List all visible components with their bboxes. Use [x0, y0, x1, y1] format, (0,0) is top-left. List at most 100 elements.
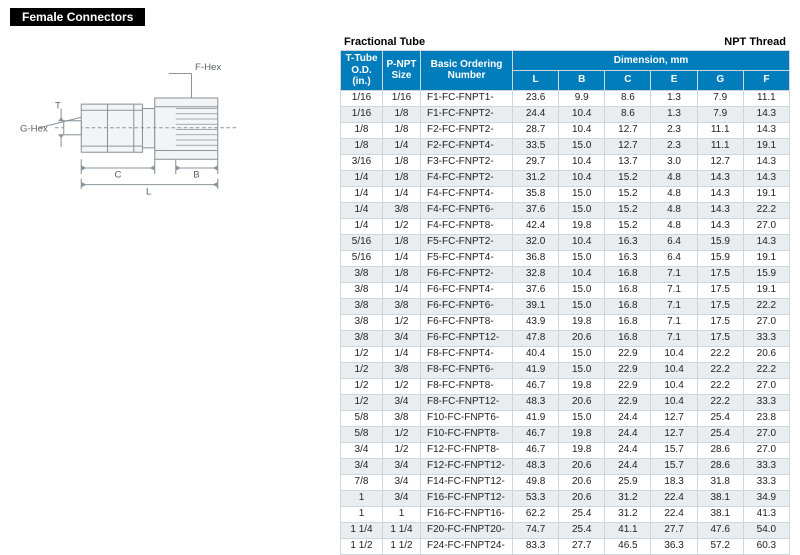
cell: 10.4 — [559, 154, 605, 170]
cell: F10-FC-FNPT6- — [421, 410, 513, 426]
cell: 1 — [341, 490, 383, 506]
table-row: 5/161/8F5-FC-FNPT2-32.010.416.36.415.914… — [341, 234, 790, 250]
cell: 10.4 — [651, 394, 697, 410]
cell: 1/8 — [383, 122, 421, 138]
table-row: 1 1/41 1/4F20-FC-FNPT20-74.725.441.127.7… — [341, 522, 790, 538]
cell: 1/2 — [383, 218, 421, 234]
cell: 17.5 — [697, 266, 743, 282]
table-row: 3/43/4F12-FC-FNPT12-48.320.624.415.728.6… — [341, 458, 790, 474]
table-row: 13/4F16-FC-FNPT12-53.320.631.222.438.134… — [341, 490, 790, 506]
table-row: 1/41/4F4-FC-FNPT4-35.815.015.24.814.319.… — [341, 186, 790, 202]
cell: 1/8 — [383, 154, 421, 170]
table-row: 1/81/8F2-FC-FNPT2-28.710.412.72.311.114.… — [341, 122, 790, 138]
cell: 16.3 — [605, 250, 651, 266]
table-row: 1/21/2F8-FC-FNPT8-46.719.822.910.422.227… — [341, 378, 790, 394]
cell: F6-FC-FNPT4- — [421, 282, 513, 298]
cell: 27.7 — [559, 538, 605, 554]
cell: 1/2 — [383, 378, 421, 394]
cell: 46.7 — [513, 442, 559, 458]
cell: 12.7 — [605, 122, 651, 138]
cell: 60.3 — [743, 538, 789, 554]
cell: 1/4 — [383, 138, 421, 154]
cell: 28.6 — [697, 442, 743, 458]
cell: 28.7 — [513, 122, 559, 138]
cell: 15.7 — [651, 442, 697, 458]
cell: 38.1 — [697, 506, 743, 522]
cell: 16.8 — [605, 266, 651, 282]
cell: 5/8 — [341, 426, 383, 442]
cell: 16.8 — [605, 298, 651, 314]
cell: 3/8 — [341, 330, 383, 346]
cell: 19.1 — [743, 282, 789, 298]
cell: 14.3 — [743, 106, 789, 122]
cell: F12-FC-FNPT12- — [421, 458, 513, 474]
cell: 27.0 — [743, 378, 789, 394]
cell: 5/8 — [341, 410, 383, 426]
cell: 41.3 — [743, 506, 789, 522]
cell: 19.8 — [559, 426, 605, 442]
cell: 1/4 — [341, 170, 383, 186]
cell: 33.3 — [743, 474, 789, 490]
cell: 10.4 — [559, 170, 605, 186]
cell: 10.4 — [559, 234, 605, 250]
cell: 3/4 — [383, 474, 421, 490]
cell: F6-FC-FNPT12- — [421, 330, 513, 346]
cell: 10.4 — [651, 362, 697, 378]
cell: 10.4 — [651, 378, 697, 394]
cell: 1/2 — [383, 314, 421, 330]
cell: 1/2 — [383, 426, 421, 442]
cell: 13.7 — [605, 154, 651, 170]
cell: 1/4 — [341, 218, 383, 234]
cell: 1/8 — [341, 122, 383, 138]
cell: 15.2 — [605, 170, 651, 186]
cell: 6.4 — [651, 234, 697, 250]
cell: F10-FC-FNPT8- — [421, 426, 513, 442]
cell: 3/16 — [341, 154, 383, 170]
cell: 3.0 — [651, 154, 697, 170]
cell: 25.4 — [697, 410, 743, 426]
cell: 17.5 — [697, 330, 743, 346]
th-dim-g: G — [697, 70, 743, 90]
cell: 36.3 — [651, 538, 697, 554]
cell: 22.9 — [605, 378, 651, 394]
table-row: 3/81/4F6-FC-FNPT4-37.615.016.87.117.519.… — [341, 282, 790, 298]
cell: 83.3 — [513, 538, 559, 554]
cell: F1-FC-FNPT1- — [421, 90, 513, 106]
cell: 22.2 — [743, 202, 789, 218]
cell: 16.8 — [605, 282, 651, 298]
cell: 1/2 — [341, 394, 383, 410]
cell: F8-FC-FNPT6- — [421, 362, 513, 378]
cell: 15.2 — [605, 186, 651, 202]
cell: 12.7 — [651, 426, 697, 442]
cell: 3/4 — [341, 458, 383, 474]
cell: 4.8 — [651, 218, 697, 234]
table-row: 1/23/4F8-FC-FNPT12-48.320.622.910.422.23… — [341, 394, 790, 410]
cell: 14.3 — [743, 170, 789, 186]
cell: F4-FC-FNPT4- — [421, 186, 513, 202]
cell: F8-FC-FNPT4- — [421, 346, 513, 362]
cell: 46.5 — [605, 538, 651, 554]
cell: 1.3 — [651, 90, 697, 106]
cell: 36.8 — [513, 250, 559, 266]
cell: F12-FC-FNPT8- — [421, 442, 513, 458]
cell: 32.0 — [513, 234, 559, 250]
cell: 10.4 — [559, 106, 605, 122]
table-row: 5/83/8F10-FC-FNPT6-41.915.024.412.725.42… — [341, 410, 790, 426]
cell: 1/4 — [383, 282, 421, 298]
cell: 8.6 — [605, 90, 651, 106]
cell: 1/2 — [341, 362, 383, 378]
table-row: 1 1/21 1/2F24-FC-FNPT24-83.327.746.536.3… — [341, 538, 790, 554]
cell: 46.7 — [513, 378, 559, 394]
table-row: 1/41/8F4-FC-FNPT2-31.210.415.24.814.314.… — [341, 170, 790, 186]
cell: 15.9 — [743, 266, 789, 282]
cell: 22.2 — [743, 298, 789, 314]
cell: 48.3 — [513, 458, 559, 474]
cell: 3/8 — [383, 202, 421, 218]
cell: 1 1/4 — [383, 522, 421, 538]
cell: 19.8 — [559, 218, 605, 234]
cell: 33.3 — [743, 394, 789, 410]
cell: 10.4 — [559, 266, 605, 282]
cell: 34.9 — [743, 490, 789, 506]
cell: 22.2 — [697, 394, 743, 410]
cell: 20.6 — [743, 346, 789, 362]
